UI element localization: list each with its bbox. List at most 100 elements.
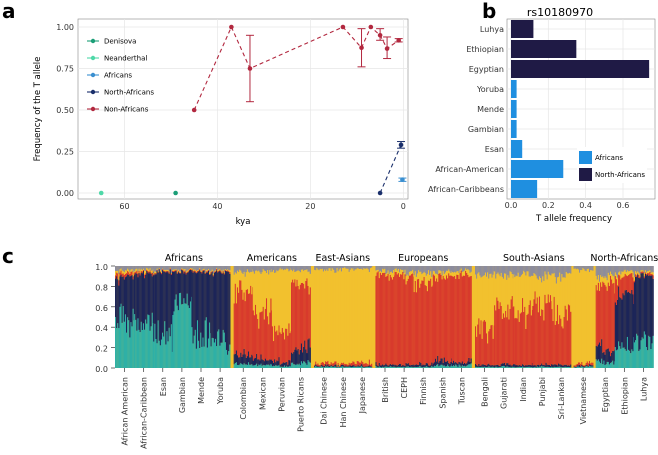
panel-c-ancestry-segment-component-teal [604,365,606,368]
panel-c-ancestry-segment-component-navy [554,364,556,368]
panel-c-ancestry-segment-component-grey [463,266,466,271]
panel-c-ancestry-segment-component-teal [444,366,447,368]
panel-c-ancestry-segment-component-red [492,338,494,366]
panel-c-ancestry-segment-component-teal [173,311,175,368]
panel-c-ancestry-segment-component-teal [326,366,328,368]
panel-c-ancestry-segment-component-grey [647,266,649,272]
panel-c-ancestry-segment-component-yellow [518,276,520,322]
panel-c-ancestry-segment-component-grey [583,266,585,270]
panel-c-ancestry-segment-component-navy [115,278,117,317]
panel-c-ancestry-segment-component-teal [368,366,371,368]
panel-c-ancestry-segment-component-teal [624,349,626,368]
panel-c-ancestry-segment-component-red [279,332,281,365]
panel-c-ancestry-segment-component-grey [247,266,250,272]
panel-c-ancestry-segment-component-navy [419,361,421,367]
panel-c-ancestry-segment-component-yellow [612,275,614,284]
panel-c-ancestry-segment-component-yellow [383,269,385,273]
panel-c-ancestry-segment-component-teal [498,367,500,368]
panel-c-ancestry-segment-component-teal [547,366,549,368]
panel-c-ancestry-segment-component-grey [466,266,468,270]
panel-c-ancestry-segment-component-grey [170,266,173,273]
panel-c-ancestry-segment-component-red [408,275,411,366]
panel-c-ancestry-segment-component-navy [296,350,298,364]
panel-c-ancestry-segment-component-teal [494,367,496,368]
panel-c-ancestry-segment-component-grey [347,266,349,269]
panel-c-ancestry-segment-component-navy [320,364,322,367]
panel-c-ancestry-segment-component-navy [497,364,499,368]
panel-c-ancestry-segment-component-red [368,359,371,366]
panel-c-ancestry-segment-component-navy [500,364,502,367]
panel-b-bar-african-american [511,160,564,178]
panel-c-ancestry-segment-component-navy [326,365,328,367]
panel-c-ancestry-segment-component-grey [563,266,565,278]
panel-c-ancestry-segment-component-navy [308,338,310,362]
panel-a-points [98,24,405,196]
panel-c-ancestry-segment-component-teal [308,361,310,368]
panel-c-ancestry-segment-component-navy [389,363,391,367]
panel-c-ancestry-segment-component-grey [634,266,637,272]
panel-c-ancestry-segment-component-navy [218,271,220,330]
panel-c-ancestry-segment-component-navy [147,272,149,315]
panel-c-ancestry-segment-component-navy [433,362,436,366]
panel-c-ancestry-segment-component-red [432,274,434,364]
panel-c-ancestry-segment-component-navy [228,271,230,352]
panel-c-ancestry-segment-component-teal [516,367,518,368]
panel-c-ancestry-segment-component-grey [149,266,151,269]
panel-c-ancestry-segment-component-red [579,362,581,365]
panel-c-ancestry-segment-component-navy [592,365,594,367]
panel-b-category-label-yoruba: Yoruba [476,85,504,94]
panel-c-ancestry-segment-component-teal [280,366,282,368]
panel-c-ancestry-segment-component-navy [246,356,249,365]
panel-c-ancestry-segment-component-teal [243,363,245,368]
panel-c-ancestry-segment-component-navy [192,272,194,344]
panel-c-ancestry-segment-component-grey [389,266,391,273]
panel-c-ancestry-segment-component-teal [632,351,634,368]
panel-c-ancestry-segment-component-navy [247,351,250,363]
panel-c-ancestry-segment-component-red [116,272,118,277]
panel-c-ancestry-segment-component-red [647,272,649,275]
panel-c-ancestry-segment-component-teal [424,367,426,368]
panel-c-ancestry-segment-component-red [499,302,501,366]
panel-c-ancestry-segment-component-grey [236,266,239,271]
panel-c-ancestry-segment-component-grey [249,266,251,273]
panel-c-ancestry-segment-component-yellow [122,271,124,274]
panel-c-group-label-north-africans: North-Africans [590,253,658,264]
panel-c-ancestry-segment-component-teal [638,350,640,368]
panel-c-ancestry-segment-component-navy [490,365,492,368]
panel-c-ancestry-segment-component-yellow [477,273,479,325]
panel-c-ancestry-segment-component-teal [573,367,575,368]
panel-c-ancestry-segment-component-yellow [245,272,247,290]
panel-c-ancestry-segment-component-grey [650,266,652,273]
panel-c-ancestry-segment-component-yellow [360,268,362,363]
panel-c-ancestry-segment-component-red [556,304,559,366]
panel-c-ancestry-segment-component-teal [495,366,497,368]
panel-c-ancestry-segment-component-teal [158,340,160,368]
panel-c-ancestry-segment-component-grey [523,266,525,271]
panel-c-ancestry-segment-component-grey [299,266,301,273]
panel-c-ancestry-segment-component-grey [591,266,593,271]
panel-c-ancestry-segment-component-teal [224,342,227,368]
panel-c-ancestry-segment-component-navy [546,364,548,367]
panel-c-ancestry-segment-component-teal [302,363,304,368]
panel-c-ancestry-segment-component-navy [220,272,222,343]
panel-c-ancestry-segment-component-teal [250,364,252,368]
panel-c-ancestry-segment-component-navy [286,361,288,366]
panel-c-ancestry-segment-component-teal [514,367,516,368]
panel-c-ancestry-segment-component-navy [223,274,225,333]
panel-c-ancestry-segment-component-navy [580,366,582,368]
panel-c-ancestry-segment-component-red [395,271,397,366]
panel-c-ancestry-segment-component-teal [587,366,590,368]
panel-c-ancestry-segment-component-teal [626,336,629,368]
panel-c-ancestry-segment-component-teal [365,367,367,368]
panel-c-ancestry-segment-component-yellow [462,271,465,276]
panel-c-ancestry-segment-component-yellow [565,271,567,310]
panel-c-ancestry-segment-component-navy [640,273,642,341]
panel-c-ancestry-segment-component-red [282,332,285,363]
panel-c-ancestry-segment-component-red [367,364,369,366]
panel-c-ancestry-segment-component-yellow [276,270,278,331]
panel-c-ancestry-segment-component-navy [176,273,178,306]
panel-c-ancestry-segment-component-teal [449,366,451,368]
panel-c-ancestry-segment-component-yellow [163,269,165,271]
panel-c-ancestry-segment-component-yellow [136,268,138,271]
panel-c-ancestry-segment-component-yellow [450,272,452,276]
